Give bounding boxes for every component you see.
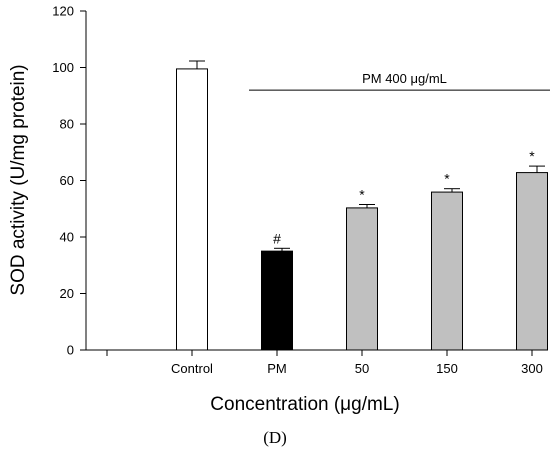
x-tick-label: 150 (436, 361, 458, 376)
x-tick-label: 50 (355, 361, 369, 376)
x-tick-label: Control (171, 361, 213, 376)
panel-label: (D) (263, 428, 287, 447)
x-tick-label: 300 (521, 361, 543, 376)
significance-asterisk: * (444, 171, 450, 187)
y-tick-label: 0 (67, 343, 74, 358)
significance-asterisk: * (359, 187, 365, 203)
y-tick-label: 80 (60, 117, 74, 132)
y-tick-label: 20 (60, 286, 74, 301)
significance-hash: # (273, 230, 281, 246)
bar-150 (431, 191, 463, 351)
plot-area: 0 20 40 60 80 100 120 Control PM #50 * 150 * 300 * PM 4… (52, 4, 550, 376)
bar-300 (516, 172, 548, 351)
bar-PM (261, 250, 293, 351)
y-tick-label: 100 (52, 60, 74, 75)
y-tick-label: 40 (60, 230, 74, 245)
x-axis-title: Concentration (μg/mL) (210, 394, 399, 415)
x-tick-label: PM (267, 361, 287, 376)
bar-50 (346, 207, 378, 351)
bar-Control (176, 68, 208, 351)
y-tick-label: 60 (60, 173, 74, 188)
y-tick-label: 120 (52, 4, 74, 19)
pm-treatment-label: PM 400 μg/mL (362, 71, 447, 86)
significance-asterisk: * (529, 148, 535, 164)
y-axis-title: SOD activity (U/mg protein) (8, 64, 29, 295)
